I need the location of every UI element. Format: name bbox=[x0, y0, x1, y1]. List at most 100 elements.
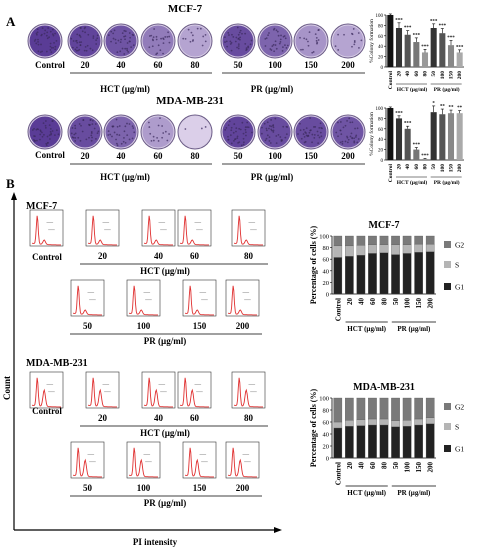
colony-dot bbox=[230, 49, 233, 52]
dose-label: 50 bbox=[234, 151, 244, 161]
colony-dot bbox=[75, 49, 78, 52]
flow-histogram bbox=[29, 371, 64, 409]
colony-dot bbox=[51, 130, 54, 132]
colony-dot bbox=[49, 30, 52, 33]
colony-dot bbox=[247, 126, 250, 129]
x-tick-label: 50 bbox=[431, 71, 437, 77]
colony-dot bbox=[305, 38, 308, 41]
colony-dot bbox=[51, 120, 54, 122]
colony-dot bbox=[128, 32, 131, 34]
colony-dish bbox=[140, 23, 176, 59]
y-tick-label: 40 bbox=[323, 432, 330, 439]
colony-dot bbox=[126, 47, 128, 50]
colony-dot bbox=[132, 44, 135, 47]
histogram-curve bbox=[227, 285, 257, 316]
colony-dish bbox=[177, 114, 213, 150]
colony-dot bbox=[78, 41, 81, 44]
colony-dot bbox=[308, 31, 311, 33]
colony-dot bbox=[225, 40, 228, 43]
colony-dot bbox=[279, 41, 282, 43]
bar bbox=[395, 28, 403, 67]
colony-dot bbox=[233, 123, 236, 125]
colony-dot bbox=[45, 50, 48, 53]
colony-dot bbox=[357, 32, 360, 34]
colony-dot bbox=[182, 37, 185, 40]
mcf7-pr-axis: PR (µg/ml) bbox=[251, 84, 293, 94]
colony-dot bbox=[245, 47, 248, 50]
colony-dot bbox=[168, 133, 170, 135]
colony-dot bbox=[87, 33, 90, 36]
colony-dot bbox=[88, 136, 90, 139]
bar bbox=[439, 114, 446, 160]
stacked-bar-segment bbox=[345, 426, 354, 459]
x-tick-label: Control bbox=[334, 462, 342, 485]
colony-dot bbox=[117, 39, 120, 42]
colony-dot bbox=[250, 39, 253, 42]
x-tick-label: 40 bbox=[357, 298, 365, 306]
hct-group-label: HCT (µg/ml) bbox=[347, 489, 386, 497]
colony-dot bbox=[303, 37, 306, 40]
colony-dot bbox=[36, 28, 39, 31]
colony-dot bbox=[302, 133, 305, 135]
colony-dot bbox=[264, 37, 267, 40]
colony-dot bbox=[107, 134, 110, 136]
flow-histogram bbox=[141, 371, 176, 409]
colony-dot bbox=[268, 136, 271, 139]
colony-dot bbox=[155, 35, 158, 38]
colony-dot bbox=[54, 32, 57, 35]
colony-dot bbox=[116, 51, 119, 54]
x-tick-label: 40 bbox=[405, 71, 411, 77]
colony-dot bbox=[128, 138, 131, 141]
colony-dot bbox=[159, 49, 162, 52]
colony-dot bbox=[149, 132, 152, 135]
colony-dot bbox=[84, 31, 87, 34]
stacked-bar-segment bbox=[391, 244, 400, 255]
colony-dot bbox=[302, 128, 305, 131]
colony-dot bbox=[357, 138, 360, 140]
hct-group-label: HCT (µg/ml) bbox=[397, 179, 428, 186]
colony-dot bbox=[230, 41, 233, 44]
colony-dot bbox=[280, 34, 282, 37]
colony-dot bbox=[337, 135, 339, 138]
colony-dot bbox=[120, 142, 123, 145]
x-tick-label: 60 bbox=[369, 462, 377, 470]
colony-dot bbox=[268, 127, 270, 130]
colony-dot bbox=[44, 29, 47, 32]
colony-dot bbox=[339, 141, 342, 144]
dose-label: 20 bbox=[98, 413, 108, 423]
bar bbox=[447, 45, 455, 67]
colony-dot bbox=[246, 121, 249, 124]
colony-dot bbox=[196, 27, 199, 30]
colony-dot bbox=[41, 131, 43, 134]
stacked-bar-segment bbox=[391, 397, 400, 421]
colony-dot bbox=[89, 119, 92, 121]
colony-dot bbox=[247, 46, 250, 49]
colony-dot bbox=[300, 48, 302, 51]
colony-dot bbox=[126, 49, 129, 52]
colony-dot bbox=[354, 127, 356, 130]
colony-dot bbox=[235, 127, 238, 130]
b-mcf7-pr-axis: PR (µg/ml) bbox=[144, 336, 186, 346]
pr-group-label: PR (µg/ml) bbox=[434, 86, 460, 93]
dish-stain bbox=[332, 116, 364, 148]
colony-dot bbox=[72, 136, 75, 139]
stacked-bar-segment bbox=[368, 253, 377, 295]
colony-dot bbox=[251, 131, 253, 134]
colony-dot bbox=[79, 44, 82, 46]
colony-dot bbox=[34, 38, 37, 41]
flow-histogram bbox=[141, 209, 176, 247]
colony-dot bbox=[235, 130, 237, 133]
colony-dot bbox=[310, 129, 312, 132]
dish-stain bbox=[179, 25, 211, 57]
x-tick-label: 80 bbox=[381, 298, 389, 306]
y-tick-label: 0 bbox=[381, 66, 384, 71]
colony-dot bbox=[284, 37, 287, 40]
colony-dot bbox=[124, 125, 127, 128]
stacked-bar-segment bbox=[356, 254, 366, 295]
colony-dot bbox=[40, 43, 42, 46]
colony-dot bbox=[78, 34, 81, 37]
colony-dot bbox=[110, 40, 112, 43]
bar bbox=[404, 34, 411, 67]
y-tick-label: 80 bbox=[323, 245, 330, 252]
y-tick-label: 100 bbox=[376, 14, 384, 19]
